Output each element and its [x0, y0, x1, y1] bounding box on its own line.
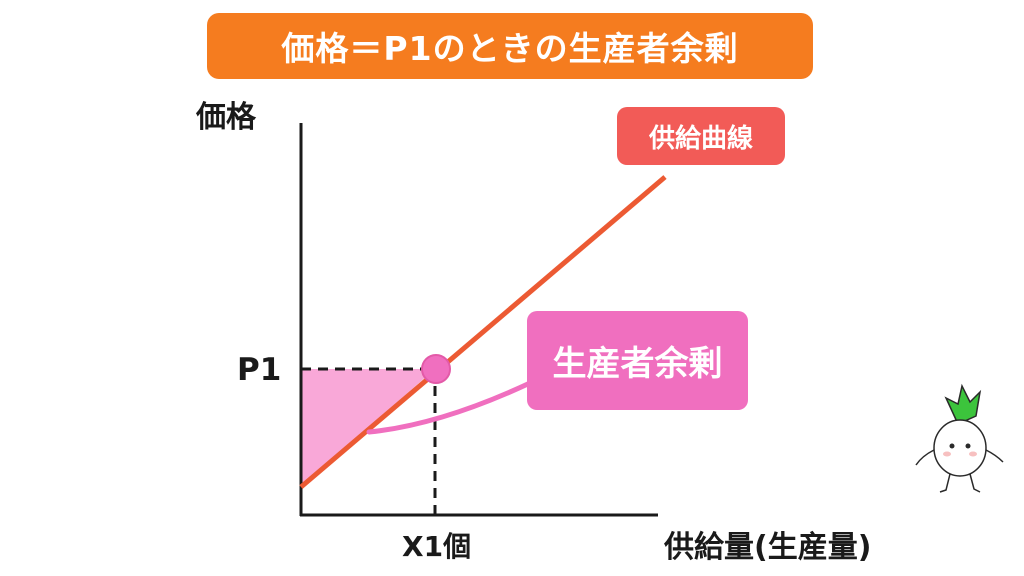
- y-axis-label: 価格: [196, 100, 256, 135]
- turnip-mascot-icon: [915, 383, 1004, 493]
- surplus-pointer-curve: [366, 380, 533, 435]
- producer-surplus-tag: 生産者余剰: [527, 311, 748, 410]
- x-axis-label: 供給量(生産量): [664, 530, 872, 565]
- producer-surplus-label: 生産者余剰: [552, 344, 723, 384]
- price-p1-label: P1: [237, 352, 282, 388]
- title-banner: 価格＝P1のときの生産者余剰: [207, 13, 813, 79]
- supply-curve-label: 供給曲線: [648, 123, 753, 154]
- equilibrium-point: [421, 354, 451, 384]
- page-title: 価格＝P1のときの生産者余剰: [281, 29, 739, 68]
- quantity-x1-label: X1個: [402, 530, 472, 563]
- supply-curve-tag: 供給曲線: [617, 107, 785, 165]
- supply-curve: [299, 175, 667, 489]
